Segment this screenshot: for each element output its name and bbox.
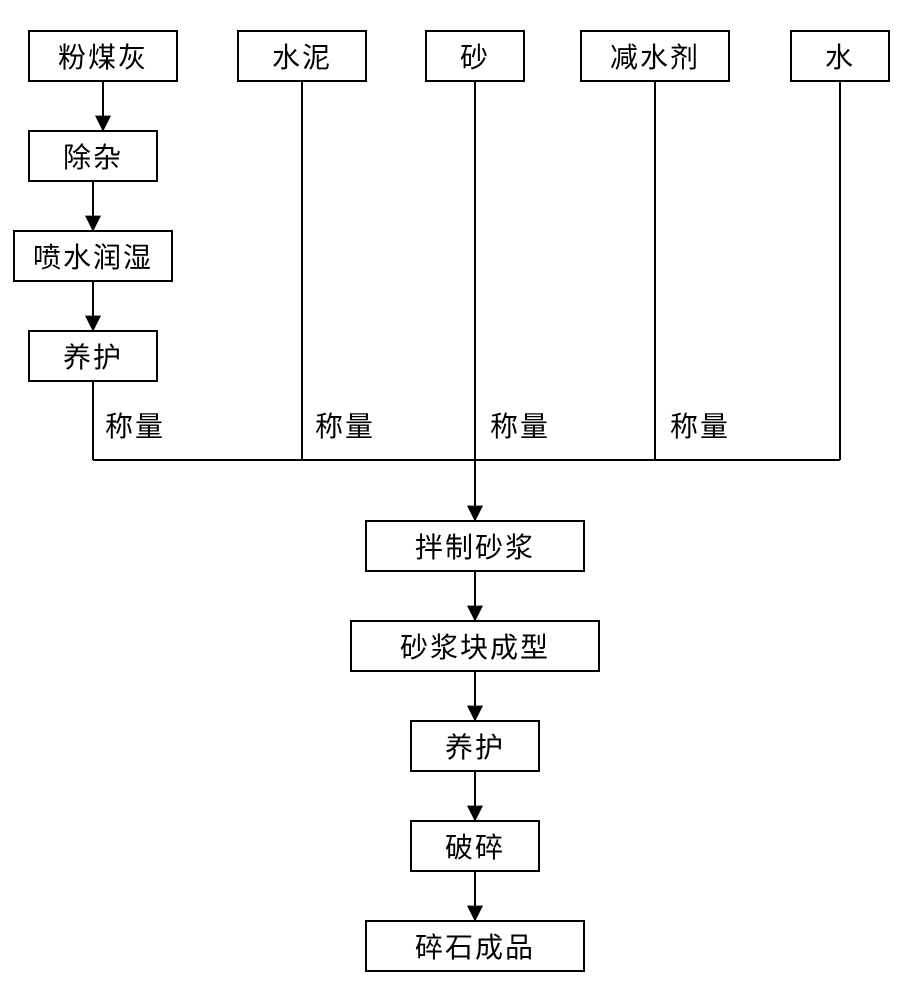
node-step_cure2: 养护 <box>410 720 540 772</box>
node-in_sand: 砂 <box>425 30 525 82</box>
node-in_water: 水 <box>790 30 890 82</box>
node-in_reducer: 减水剂 <box>580 30 730 82</box>
node-step_remove: 除杂 <box>28 130 158 182</box>
node-step_form: 砂浆块成型 <box>350 620 600 672</box>
edge-label-weigh3: 称量 <box>490 405 550 445</box>
flowchart-canvas: 粉煤灰水泥砂减水剂水除杂喷水润湿养护拌制砂浆砂浆块成型养护破碎碎石成品称量称量称… <box>0 0 923 1000</box>
node-step_spray: 喷水润湿 <box>13 230 173 282</box>
node-step_product: 碎石成品 <box>365 920 585 972</box>
node-step_crush: 破碎 <box>410 820 540 872</box>
node-in_flyash: 粉煤灰 <box>28 30 178 82</box>
edge-label-weigh1: 称量 <box>105 405 165 445</box>
node-in_cement: 水泥 <box>237 30 367 82</box>
edge-label-weigh4: 称量 <box>670 405 730 445</box>
edge-label-weigh2: 称量 <box>315 405 375 445</box>
node-step_mix: 拌制砂浆 <box>365 520 585 572</box>
node-step_cure1: 养护 <box>28 330 158 382</box>
